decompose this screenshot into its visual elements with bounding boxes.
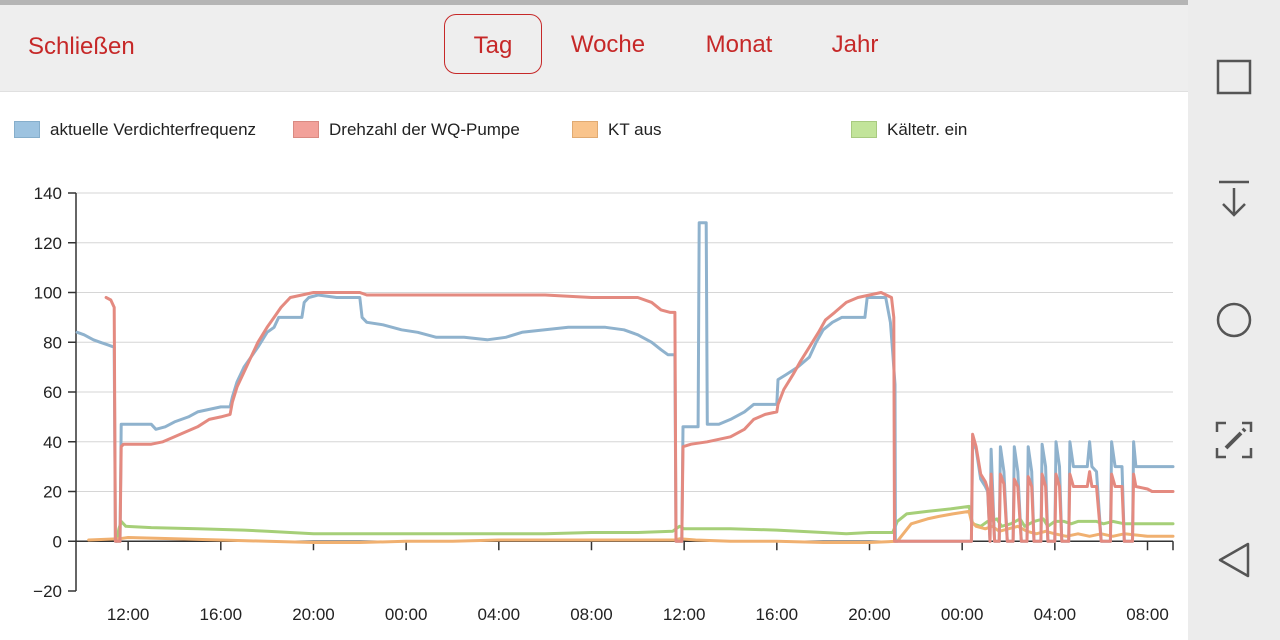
download-icon[interactable] — [1202, 166, 1266, 230]
x-tick-label: 16:00 — [200, 605, 243, 624]
y-tick-label: 120 — [34, 234, 62, 253]
tab-week[interactable]: Woche — [570, 31, 646, 58]
header-bar: Schließen Tag Woche Monat Jahr — [0, 5, 1188, 92]
tab-month[interactable]: Monat — [705, 31, 773, 58]
y-tick-label: 100 — [34, 284, 62, 303]
chart-screen: Schließen Tag Woche Monat Jahr aktuelle … — [0, 0, 1188, 624]
x-tick-label: 08:00 — [1126, 605, 1169, 624]
line-chart: −20 0 20 40 60 80 100 120 140 12:00 16:00 20:00 00:0… — [33, 184, 1175, 624]
legend-swatch — [293, 121, 319, 138]
series-line-1 — [75, 221, 1175, 543]
legend-label: Drehzahl der WQ-Pumpe — [329, 120, 520, 139]
circle-home-icon[interactable] — [1202, 288, 1266, 352]
legend-swatch — [572, 121, 598, 138]
x-tick-label: 12:00 — [107, 605, 150, 624]
square-icon[interactable] — [1202, 46, 1266, 110]
legend-label: KT aus — [608, 120, 662, 139]
x-tick-label: 04:00 — [478, 605, 521, 624]
x-tick-label: 08:00 — [570, 605, 613, 624]
tab-year[interactable]: Jahr — [831, 31, 879, 58]
legend-label: Kältetr. ein — [887, 120, 968, 139]
x-tick-label: 00:00 — [385, 605, 428, 624]
tab-day[interactable]: Tag — [444, 14, 542, 74]
y-tick-label: 20 — [43, 483, 62, 502]
y-tick-label: 40 — [43, 433, 62, 452]
y-tick-label: 0 — [53, 532, 62, 551]
legend-swatch — [851, 121, 877, 138]
series-line-2 — [104, 291, 1175, 543]
series-line-3 — [87, 509, 1175, 544]
system-nav-bar — [1188, 0, 1280, 640]
legend-label: aktuelle Verdichterfrequenz — [50, 120, 257, 139]
close-button[interactable]: Schließen — [28, 33, 135, 60]
y-tick-label: 80 — [43, 333, 62, 352]
back-triangle-icon[interactable] — [1202, 528, 1266, 592]
screenshot-edit-icon[interactable] — [1202, 408, 1266, 472]
status-bar — [0, 0, 1188, 5]
x-tick-label: 00:00 — [941, 605, 984, 624]
legend-swatch — [14, 121, 40, 138]
y-tick-label: −20 — [33, 582, 62, 601]
x-tick-label: 20:00 — [848, 605, 891, 624]
x-tick-label: 16:00 — [756, 605, 799, 624]
x-tick-label: 04:00 — [1034, 605, 1077, 624]
y-tick-label: 60 — [43, 383, 62, 402]
y-tick-label: 140 — [34, 184, 62, 203]
x-tick-label: 12:00 — [663, 605, 706, 624]
x-tick-label: 20:00 — [292, 605, 335, 624]
series-line-4 — [115, 504, 1175, 543]
